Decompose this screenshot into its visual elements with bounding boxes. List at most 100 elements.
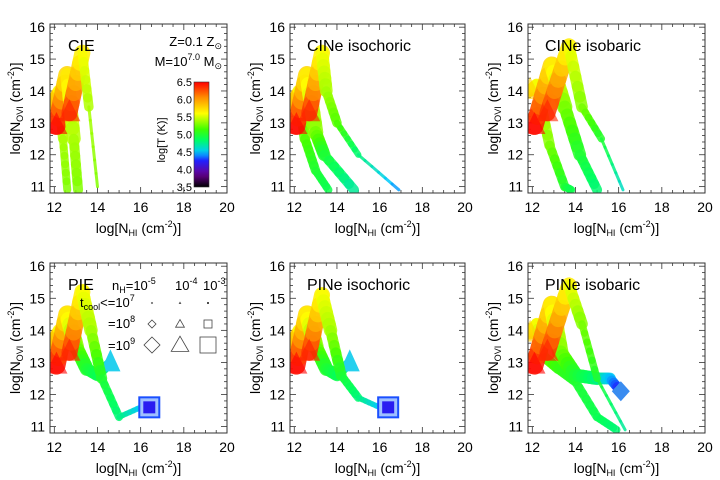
y-tick-label: 12 xyxy=(269,387,285,403)
x-tick-label: 16 xyxy=(372,439,388,455)
legend-triangle-marker xyxy=(178,301,182,304)
text-part: (cm xyxy=(615,460,642,476)
text-part: -4 xyxy=(189,276,197,286)
text-part: =10 xyxy=(108,338,130,353)
text-part: OVI xyxy=(15,106,25,122)
text-part: (cm xyxy=(615,220,642,236)
y-tick-label: 16 xyxy=(269,19,285,35)
start-triangle-marker xyxy=(528,351,546,374)
panel-title: CINe isobaric xyxy=(545,38,641,55)
text-part: (cm xyxy=(137,460,164,476)
text-part: (cm xyxy=(247,319,263,346)
panel-title: PINe isochoric xyxy=(307,277,410,294)
text-part: -2 xyxy=(165,219,173,229)
track-segment xyxy=(344,178,360,193)
tracks xyxy=(528,277,630,433)
y-axis-label: log[NOVI (cm-2)] xyxy=(246,302,265,394)
panel-title: PINe isobaric xyxy=(545,277,640,294)
text-part: H xyxy=(119,285,126,295)
end-square-inner xyxy=(382,401,395,414)
text-part: log[N xyxy=(335,220,368,236)
x-tick-label: 18 xyxy=(654,199,670,215)
track-segment xyxy=(609,423,621,433)
plot-frame xyxy=(527,262,706,434)
track-segment xyxy=(94,171,99,189)
x-tick-label: 14 xyxy=(90,199,106,215)
y-tick-label: 13 xyxy=(507,354,523,370)
legend-nh-value: 10-3 xyxy=(203,276,225,293)
track-segment xyxy=(618,419,627,432)
text-part: -2 xyxy=(404,219,412,229)
track-nh-1e-5 xyxy=(58,44,99,189)
start-triangle-marker xyxy=(536,99,559,122)
text-part: -2 xyxy=(484,311,494,319)
legend-square-marker xyxy=(203,319,213,329)
x-tick-label: 20 xyxy=(219,199,235,215)
start-triangle-marker xyxy=(50,112,68,135)
text-part: )] xyxy=(7,302,23,311)
track-segment xyxy=(62,177,72,193)
x-tick-label: 18 xyxy=(176,199,192,215)
text-part: (cm xyxy=(137,220,164,236)
y-tick-label: 11 xyxy=(270,179,285,195)
x-axis-label: log[NHI (cm-2)] xyxy=(335,219,420,238)
text-part: log[N xyxy=(574,220,607,236)
track-segment xyxy=(91,145,97,162)
colorbar-tick-label: 6.0 xyxy=(177,95,192,107)
legend-triangle-marker xyxy=(170,335,190,352)
x-tick-label: 12 xyxy=(286,439,302,455)
y-tick-label: 11 xyxy=(30,179,45,195)
y-tick-label: 11 xyxy=(508,419,523,435)
track-segment xyxy=(83,93,94,112)
y-axis-label: log[NOVI (cm-2)] xyxy=(6,63,25,155)
track-nh-1e-5 xyxy=(536,277,627,432)
tracks xyxy=(50,283,161,422)
text-part: )] xyxy=(173,220,182,236)
x-tick-label: 12 xyxy=(525,199,541,215)
x-axis-label: log[NHI (cm-2)] xyxy=(574,459,659,478)
start-triangle-marker xyxy=(290,351,308,374)
y-tick-label: 12 xyxy=(507,387,523,403)
y-tick-label: 14 xyxy=(29,83,45,99)
text-part: OVI xyxy=(255,106,265,122)
start-triangle-marker xyxy=(290,112,308,135)
text-part: OVI xyxy=(493,346,503,362)
text-part: M xyxy=(200,54,214,69)
track-segment xyxy=(322,182,333,193)
text-part: 10 xyxy=(203,278,217,293)
text-part: Z=0.1 Z xyxy=(169,34,214,49)
track-segment xyxy=(590,365,601,383)
start-triangle-marker xyxy=(58,99,81,122)
x-axis-label: log[NHI (cm-2)] xyxy=(96,219,181,238)
x-tick-label: 14 xyxy=(568,439,584,455)
legend-triangle-marker xyxy=(174,318,186,328)
end-square-inner xyxy=(143,401,156,414)
x-tick-label: 16 xyxy=(133,199,149,215)
text-part: HI xyxy=(367,468,376,478)
text-part: log[N xyxy=(485,122,501,155)
text-part: 8 xyxy=(130,314,135,324)
colorbar-tick-label: 6.5 xyxy=(177,77,192,89)
y-axis-label: log[NOVI (cm-2)] xyxy=(484,63,503,155)
y-axis-label: log[NOVI (cm-2)] xyxy=(484,302,503,394)
y-tick-label: 12 xyxy=(269,147,285,163)
text-part: -2 xyxy=(165,459,173,469)
y-tick-label: 13 xyxy=(29,354,45,370)
colorbar-label: log[T (K)] xyxy=(156,117,168,162)
text-part: -2 xyxy=(643,459,651,469)
y-tick-label: 11 xyxy=(508,179,523,195)
x-tick-label: 20 xyxy=(697,199,713,215)
text-part: )] xyxy=(247,302,263,311)
text-part: (cm xyxy=(247,79,263,106)
text-part: )] xyxy=(247,63,263,72)
track-segment xyxy=(599,137,607,149)
y-tick-label: 16 xyxy=(507,258,523,274)
legend-tcool-2: =108 xyxy=(108,314,135,331)
end-triangle-marker xyxy=(100,349,121,372)
text-part: log[N xyxy=(574,460,607,476)
legend-diamond-marker xyxy=(150,301,154,305)
x-tick-label: 20 xyxy=(457,439,473,455)
y-tick-label: 15 xyxy=(507,51,523,67)
track-segment xyxy=(566,185,576,193)
